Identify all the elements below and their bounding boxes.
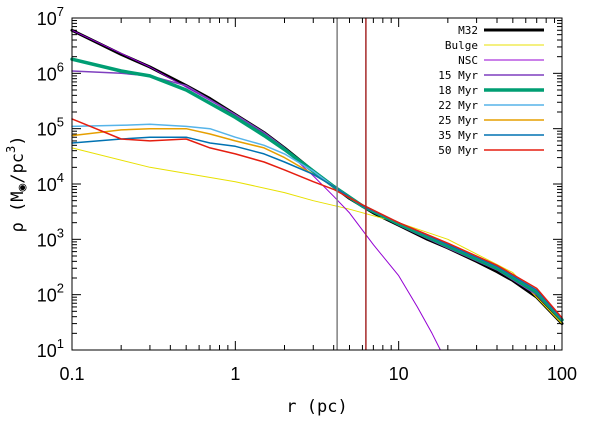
legend-label: 22 Myr bbox=[438, 99, 478, 112]
x-tick-label: 1 bbox=[230, 364, 240, 384]
x-tick-label: 10 bbox=[389, 364, 409, 384]
x-tick-label: 0.1 bbox=[59, 364, 84, 384]
plot-frame bbox=[71, 17, 563, 351]
y-tick-label: 106 bbox=[37, 59, 64, 84]
tick-layer bbox=[71, 17, 562, 351]
y-tick-label: 104 bbox=[37, 170, 64, 195]
y-axis-title-suffix: ) bbox=[8, 136, 28, 146]
y-tick-label: 101 bbox=[37, 336, 64, 361]
y-axis-title-prefix: ρ (M bbox=[8, 192, 28, 233]
y-tick-label: 107 bbox=[37, 4, 64, 29]
y-axis-title: ρ (M◉/pc3) bbox=[4, 136, 30, 233]
series-line-25-myr bbox=[71, 127, 563, 320]
sun-symbol: ◉ bbox=[15, 184, 30, 192]
vertical-lines-layer bbox=[336, 18, 367, 350]
legend-label: Bulge bbox=[445, 39, 478, 52]
legend-label: M32 bbox=[458, 24, 478, 37]
legend: M32 Bulge NSC 15 Myr 18 Myr 22 Myr 25 Myr 35 My… bbox=[438, 24, 544, 157]
y-tick-label: 105 bbox=[37, 115, 64, 140]
series-line-50-myr bbox=[71, 118, 563, 319]
legend-label: 15 Myr bbox=[438, 69, 478, 82]
y-tick-label: 102 bbox=[37, 281, 64, 306]
legend-label: NSC bbox=[458, 54, 478, 67]
series-layer bbox=[70, 28, 564, 351]
series-line-35-myr bbox=[71, 136, 563, 320]
series-line-22-myr bbox=[71, 123, 563, 320]
series-line-nsc bbox=[71, 29, 441, 351]
legend-label: 35 Myr bbox=[438, 129, 478, 142]
tick-labels-layer: 0.1 1 10 100 101 102 103 104 105 106 107 bbox=[37, 4, 577, 384]
legend-label: 18 Myr bbox=[438, 84, 478, 97]
series-line-bulge bbox=[71, 147, 563, 325]
legend-label: 25 Myr bbox=[438, 114, 478, 127]
y-tick-label: 103 bbox=[37, 225, 64, 250]
x-axis-title: r (pc) bbox=[286, 397, 347, 417]
y-axis-title-mid: /pc bbox=[8, 153, 28, 184]
series-line-18-myr bbox=[70, 57, 564, 322]
series-line-15-myr bbox=[71, 70, 563, 323]
x-tick-label: 100 bbox=[547, 364, 577, 384]
legend-label: 50 Myr bbox=[438, 144, 478, 157]
y-axis-title-sup: 3 bbox=[4, 146, 18, 153]
